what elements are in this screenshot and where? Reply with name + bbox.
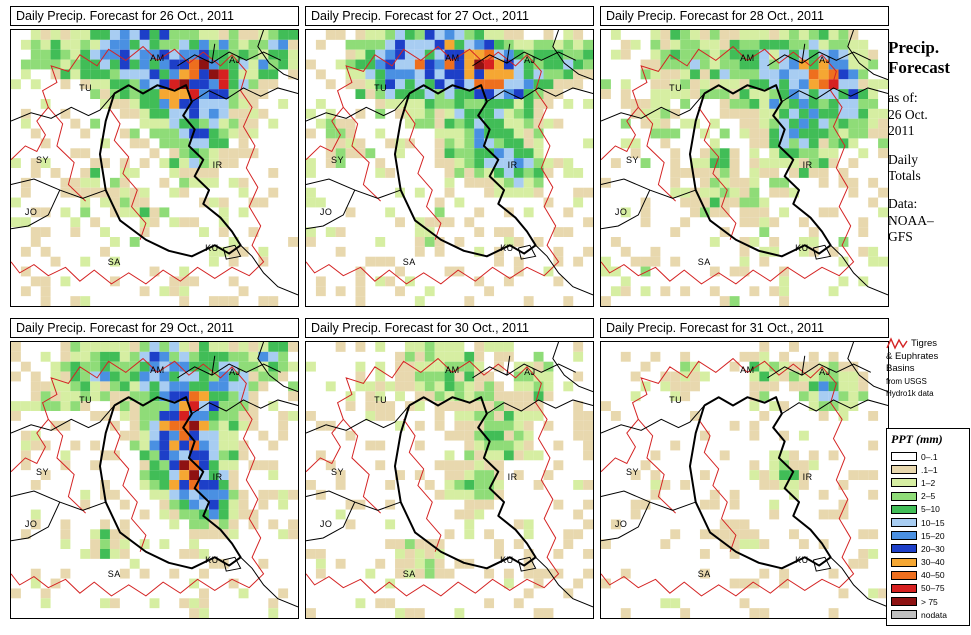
sidebar-title-line: Precip.: [888, 38, 940, 57]
panel-title: Daily Precip. Forecast for 31 Oct., 2011: [600, 318, 889, 338]
legend-label: 5–10: [921, 504, 940, 515]
legend-item: 15–20: [891, 529, 965, 542]
legend-item: 0–.1: [891, 450, 965, 463]
precip-map-svg: [11, 342, 298, 618]
legend-items: 0–.1 .1–1 1–2 2–5 5–10 10–15 15–20 20–30 30–40 40…: [891, 450, 965, 621]
data-label: Data:: [888, 196, 918, 212]
legend-swatch: [891, 452, 917, 462]
legend-swatch: [891, 478, 917, 488]
legend-label: 40–50: [921, 570, 945, 581]
legend-swatch: [891, 557, 917, 567]
asof-year: 2011: [888, 123, 915, 139]
legend-title: PPT (mm): [891, 432, 943, 446]
legend-label: nodata: [921, 609, 947, 620]
asof-date: 26 Oct.: [888, 106, 928, 122]
legend-label: 15–20: [921, 530, 945, 541]
legend-swatch: [891, 583, 917, 593]
panel-title: Daily Precip. Forecast for 27 Oct., 2011: [305, 6, 594, 26]
ppt-legend: PPT (mm) 0–.1 .1–1 1–2 2–5 5–10 10–15 15–20 20–…: [886, 428, 970, 627]
legend-item: 30–40: [891, 556, 965, 569]
legend-label: 50–75: [921, 583, 945, 594]
map-30-oct: AM AJ TU SY IR JO SA KU: [305, 341, 594, 619]
legend-item: > 75: [891, 595, 965, 608]
precip-map-svg: [11, 30, 298, 306]
map-28-oct: AM AJ TU SY IR JO SA KU: [600, 29, 889, 307]
basin-note-line: & Euphrates: [886, 351, 939, 362]
legend-label: 30–40: [921, 557, 945, 568]
map-26-oct: AM AJ TU SY IR JO SA KU: [10, 29, 299, 307]
legend-item: 50–75: [891, 582, 965, 595]
precip-map-svg: [601, 30, 888, 306]
basin-note-source: from USGS: [886, 376, 927, 386]
legend-label: 2–5: [921, 491, 936, 502]
forecast-panel-30-oct: Daily Precip. Forecast for 30 Oct., 2011…: [305, 318, 594, 619]
forecast-panel-27-oct: Daily Precip. Forecast for 27 Oct., 2011…: [305, 6, 594, 307]
map-27-oct: AM AJ TU SY IR JO SA KU: [305, 29, 594, 307]
basin-squiggle-icon: [886, 337, 908, 350]
panel-grid: Daily Precip. Forecast for 26 Oct., 2011…: [10, 6, 889, 619]
legend-item: .1–1: [891, 463, 965, 476]
data-source-line: GFS: [888, 229, 913, 245]
legend-swatch: [891, 465, 917, 475]
panel-title: Daily Precip. Forecast for 28 Oct., 2011: [600, 6, 889, 26]
basin-note-line: Tigres: [911, 337, 938, 349]
legend-item: 1–2: [891, 476, 965, 489]
precip-map-svg: [306, 342, 593, 618]
legend-swatch: [891, 504, 917, 514]
panel-title: Daily Precip. Forecast for 29 Oct., 2011: [10, 318, 299, 338]
legend-swatch: [891, 610, 917, 620]
forecast-panel-29-oct: Daily Precip. Forecast for 29 Oct., 2011…: [10, 318, 299, 619]
forecast-panel-26-oct: Daily Precip. Forecast for 26 Oct., 2011…: [10, 6, 299, 307]
legend-swatch: [891, 597, 917, 607]
map-31-oct: AM AJ TU SY IR JO SA KU: [600, 341, 889, 619]
legend-item: 10–15: [891, 516, 965, 529]
legend-item: nodata: [891, 608, 965, 621]
legend-item: 20–30: [891, 542, 965, 555]
basin-note: Tigres & Euphrates Basins from USGS Hydr…: [886, 336, 970, 399]
totals-label: Totals: [888, 167, 921, 183]
legend-item: 5–10: [891, 503, 965, 516]
legend-swatch: [891, 531, 917, 541]
legend-item: 2–5: [891, 490, 965, 503]
legend-label: 10–15: [921, 517, 945, 528]
legend-swatch: [891, 518, 917, 528]
sidebar-title-line: Forecast: [888, 58, 950, 78]
basin-note-source: Hydro1k data: [886, 388, 934, 398]
legend-label: 1–2: [921, 477, 936, 488]
panel-title: Daily Precip. Forecast for 26 Oct., 2011: [10, 6, 299, 26]
legend-item: 40–50: [891, 569, 965, 582]
daily-label: Daily: [888, 151, 918, 167]
legend-swatch: [891, 544, 917, 554]
map-29-oct: AM AJ TU SY IR JO SA KU: [10, 341, 299, 619]
legend-label: .1–1: [921, 464, 938, 475]
precip-map-svg: [306, 30, 593, 306]
data-source-line: NOAA–: [888, 212, 934, 228]
basin-note-line: Basins: [886, 362, 915, 374]
legend-label: > 75: [921, 596, 938, 607]
asof-label: as of:: [888, 90, 918, 106]
info-sidebar: Precip. Forecast as of: 26 Oct. 2011 Dai…: [888, 38, 966, 246]
forecast-panel-31-oct: Daily Precip. Forecast for 31 Oct., 2011…: [600, 318, 889, 619]
legend-label: 0–.1: [921, 451, 938, 462]
legend-swatch: [891, 570, 917, 580]
legend-swatch: [891, 491, 917, 501]
legend-label: 20–30: [921, 543, 945, 554]
panel-title: Daily Precip. Forecast for 30 Oct., 2011: [305, 318, 594, 338]
forecast-panel-28-oct: Daily Precip. Forecast for 28 Oct., 2011…: [600, 6, 889, 307]
precip-map-svg: [601, 342, 888, 618]
